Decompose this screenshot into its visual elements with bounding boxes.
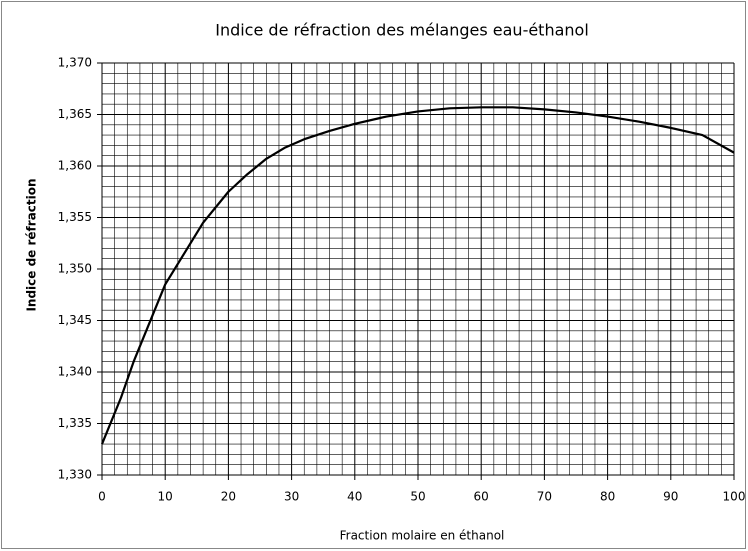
x-tick-label: 10 (158, 490, 173, 504)
y-axis-label: Indice de réfraction (25, 178, 39, 311)
chart-title: Indice de réfraction des mélanges eau-ét… (215, 21, 589, 40)
x-tick-label: 30 (284, 490, 299, 504)
y-tick-label: 1,345 (58, 313, 92, 327)
x-tick-label: 100 (723, 490, 746, 504)
y-tick-label: 1,335 (58, 416, 92, 430)
y-tick-label: 1,355 (58, 210, 92, 224)
x-tick-label: 60 (474, 490, 489, 504)
x-tick-label: 70 (537, 490, 552, 504)
x-tick-label: 80 (600, 490, 615, 504)
y-tick-label: 1,365 (58, 107, 92, 121)
y-tick-label: 1,340 (58, 365, 92, 379)
x-tick-label: 0 (98, 490, 106, 504)
x-tick-label: 40 (347, 490, 362, 504)
y-tick-label: 1,360 (58, 159, 92, 173)
y-tick-label: 1,370 (58, 56, 92, 70)
x-tick-label: 90 (663, 490, 678, 504)
x-tick-label: 50 (410, 490, 425, 504)
x-tick-label: 20 (221, 490, 236, 504)
y-tick-label: 1,330 (58, 468, 92, 482)
data-line (100, 106, 735, 445)
x-axis-label: Fraction molaire en éthanol (340, 529, 505, 543)
y-tick-label: 1,350 (58, 262, 92, 276)
